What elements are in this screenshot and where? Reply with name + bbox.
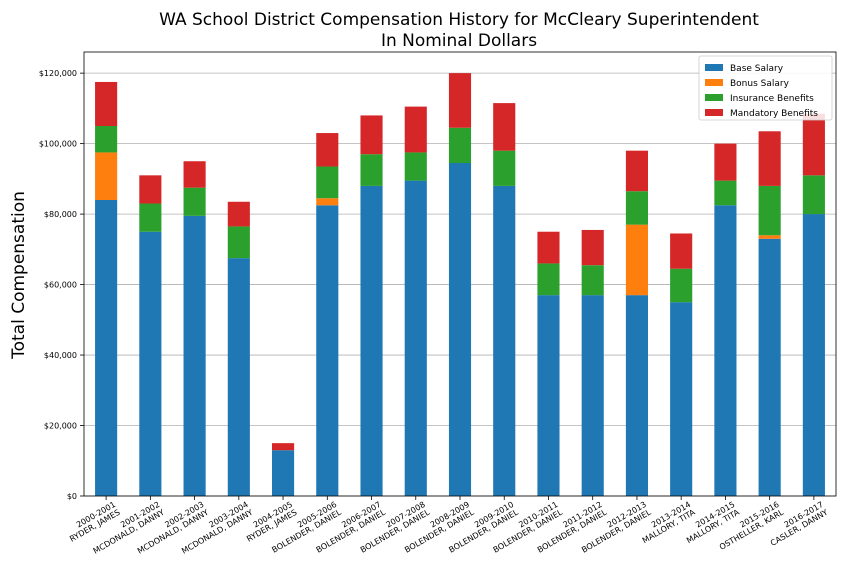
legend-swatch: [705, 79, 723, 86]
bar-segment-base-salary: [670, 302, 693, 496]
y-tick-label: $120,000: [39, 69, 77, 78]
y-tick-label: $40,000: [44, 351, 77, 360]
bar-segment-base-salary: [758, 238, 781, 496]
bar-segment-mandatory-benefits: [95, 81, 118, 126]
bar-segment-insurance-benefits: [360, 154, 383, 186]
x-axis-ticks: 2000-2001RYDER, JAMES2001-2002MCDONALD, …: [68, 496, 829, 556]
y-axis-label: Total Compensation: [9, 191, 29, 360]
y-tick-label: $60,000: [44, 281, 77, 290]
bar-segment-bonus-salary: [625, 224, 648, 296]
bar-segment-insurance-benefits: [448, 127, 472, 163]
y-tick-label: $100,000: [39, 140, 77, 149]
bar-segment-insurance-benefits: [625, 191, 648, 225]
bar-segment-base-salary: [581, 295, 604, 496]
legend-swatch: [705, 64, 723, 71]
bar-segment-insurance-benefits: [758, 185, 781, 236]
y-tick-label: $0: [67, 492, 77, 501]
bar-segment-mandatory-benefits: [802, 113, 825, 176]
legend-label: Insurance Benefits: [730, 94, 814, 104]
bar-segment-mandatory-benefits: [404, 106, 427, 153]
bar-segment-mandatory-benefits: [537, 231, 560, 264]
bar-segment-base-salary: [360, 185, 383, 496]
legend-swatch: [705, 109, 723, 116]
bar-segment-mandatory-benefits: [139, 175, 162, 204]
bars: [95, 73, 825, 497]
legend-box: [698, 55, 833, 121]
bar-segment-base-salary: [625, 295, 648, 496]
bar-segment-insurance-benefits: [183, 187, 206, 216]
bar-segment-base-salary: [493, 185, 516, 496]
bar-segment-insurance-benefits: [802, 175, 825, 215]
bar-segment-insurance-benefits: [227, 226, 250, 259]
bar-segment-base-salary: [802, 214, 825, 496]
bar-segment-insurance-benefits: [670, 268, 693, 303]
legend: Base Salary Bonus Salary Insurance Benefit…: [698, 55, 833, 121]
bar-segment-base-salary: [227, 258, 250, 496]
bar-segment-base-salary: [316, 205, 339, 497]
bar-segment-base-salary: [537, 295, 560, 496]
bar-segment-mandatory-benefits: [183, 161, 206, 188]
bar-segment-insurance-benefits: [714, 180, 737, 206]
bar-segment-mandatory-benefits: [714, 143, 737, 181]
bar-segment-insurance-benefits: [493, 150, 516, 186]
y-axis-ticks: $0 $20,000 $40,000 $60,000 $80,000 $100,000 $1…: [39, 69, 84, 501]
bar-segment-bonus-salary: [758, 235, 781, 239]
bar-segment-mandatory-benefits: [316, 133, 339, 167]
bar-segment-base-salary: [139, 231, 162, 496]
legend-swatch: [705, 94, 723, 101]
bar-segment-insurance-benefits: [139, 203, 162, 232]
bar-segment-mandatory-benefits: [670, 233, 693, 269]
bar-segment-mandatory-benefits: [227, 201, 250, 227]
bar-segment-insurance-benefits: [316, 166, 339, 199]
bar-segment-mandatory-benefits: [493, 103, 516, 151]
bar-segment-insurance-benefits: [581, 265, 604, 296]
bar-segment-mandatory-benefits: [272, 443, 295, 451]
legend-label: Mandatory Benefits: [730, 109, 818, 119]
bar-segment-mandatory-benefits: [581, 229, 604, 266]
legend-label: Bonus Salary: [730, 79, 790, 89]
bar-segment-mandatory-benefits: [625, 150, 648, 192]
legend-label: Base Salary: [730, 64, 784, 74]
bar-segment-base-salary: [404, 180, 427, 496]
y-tick-label: $80,000: [44, 210, 77, 219]
bar-segment-base-salary: [95, 200, 118, 496]
bar-segment-base-salary: [714, 205, 737, 497]
bar-segment-insurance-benefits: [404, 152, 427, 181]
bar-segment-mandatory-benefits: [758, 131, 781, 186]
chart-subtitle: In Nominal Dollars: [381, 31, 537, 51]
bar-segment-bonus-salary: [95, 152, 118, 200]
bar-segment-base-salary: [448, 163, 472, 496]
bar-segment-mandatory-benefits: [448, 73, 472, 128]
chart-title: WA School District Compensation History …: [159, 10, 759, 30]
bar-segment-base-salary: [183, 215, 206, 496]
bar-segment-insurance-benefits: [537, 263, 560, 296]
bar-segment-base-salary: [272, 450, 295, 496]
y-tick-label: $20,000: [44, 422, 77, 431]
bar-segment-bonus-salary: [316, 198, 339, 206]
bar-segment-mandatory-benefits: [360, 115, 383, 155]
bar-segment-insurance-benefits: [95, 126, 118, 153]
